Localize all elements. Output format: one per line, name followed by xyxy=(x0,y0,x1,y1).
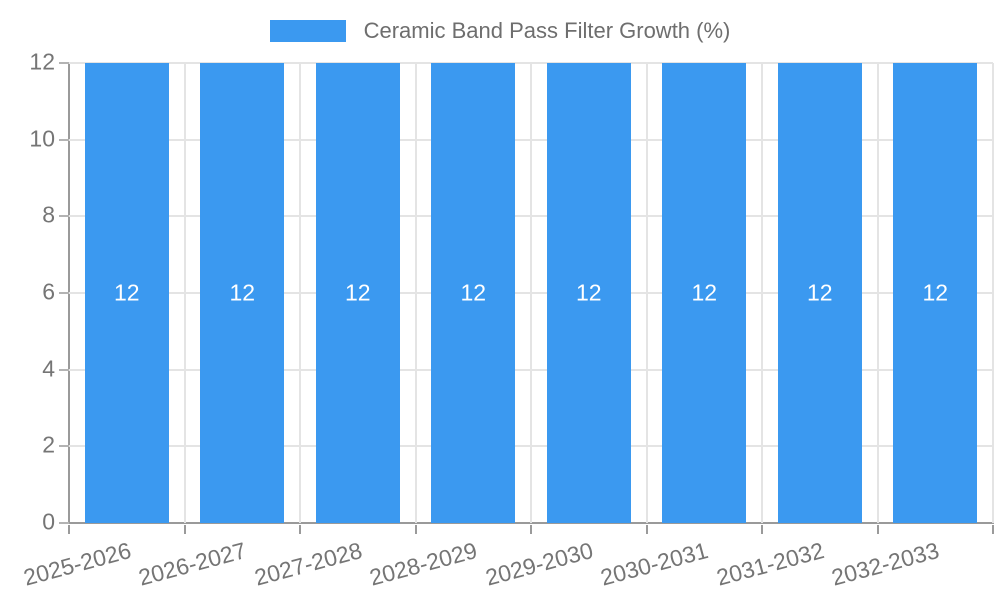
x-tick xyxy=(876,525,879,534)
x-grid-line xyxy=(876,63,879,523)
y-tick-label: 12 xyxy=(29,48,55,75)
legend-swatch-icon xyxy=(269,20,346,42)
bar[interactable] xyxy=(777,63,862,523)
x-grid-line xyxy=(645,63,648,523)
y-tick-label: 10 xyxy=(29,125,55,152)
y-tick xyxy=(59,138,69,141)
x-tick xyxy=(299,525,301,534)
legend: Ceramic Band Pass Filter Growth (%) xyxy=(0,18,1000,44)
x-grid-line xyxy=(414,63,417,523)
x-tick xyxy=(992,525,994,534)
x-tick-label: 2025-2026 xyxy=(20,537,134,591)
bar[interactable] xyxy=(200,63,285,523)
x-grid-line xyxy=(761,63,763,523)
x-tick-label: 2032-2033 xyxy=(828,537,942,591)
bar[interactable] xyxy=(662,63,747,523)
x-grid-line xyxy=(530,63,532,523)
bar[interactable] xyxy=(893,63,978,523)
legend-item[interactable]: Ceramic Band Pass Filter Growth (%) xyxy=(269,18,731,44)
plot-area: 12 12 12 12 12 12 12 12 xyxy=(69,62,994,523)
bar[interactable] xyxy=(84,63,169,523)
y-tick xyxy=(59,368,69,371)
y-tick-label: 8 xyxy=(42,201,55,228)
x-tick xyxy=(530,525,532,534)
y-tick xyxy=(59,522,69,524)
y-tick-label: 0 xyxy=(42,508,55,535)
legend-label: Ceramic Band Pass Filter Growth (%) xyxy=(363,18,731,43)
x-tick xyxy=(68,525,70,534)
x-tick-label: 2030-2031 xyxy=(597,537,711,591)
x-grid-line xyxy=(299,63,301,523)
x-grid-line xyxy=(992,63,994,523)
y-tick-label: 2 xyxy=(42,431,55,458)
x-tick xyxy=(414,525,417,534)
bar[interactable] xyxy=(546,63,631,523)
y-tick xyxy=(59,62,69,64)
x-tick-label: 2029-2030 xyxy=(482,537,596,591)
x-tick-label: 2026-2027 xyxy=(135,537,249,591)
bar[interactable] xyxy=(315,63,400,523)
x-tick xyxy=(183,525,186,534)
x-grid-line xyxy=(183,63,186,523)
x-tick-label: 2027-2028 xyxy=(251,537,365,591)
y-tick-label: 4 xyxy=(42,355,55,382)
y-tick xyxy=(59,292,69,294)
x-tick xyxy=(761,525,763,534)
y-tick xyxy=(59,215,69,218)
x-tick-label: 2031-2032 xyxy=(713,537,827,591)
y-tick-label: 6 xyxy=(42,278,55,305)
y-tick xyxy=(59,445,69,448)
x-axis-line xyxy=(68,522,994,524)
bar[interactable] xyxy=(431,63,516,523)
x-tick xyxy=(645,525,648,534)
x-tick-label: 2028-2029 xyxy=(366,537,480,591)
